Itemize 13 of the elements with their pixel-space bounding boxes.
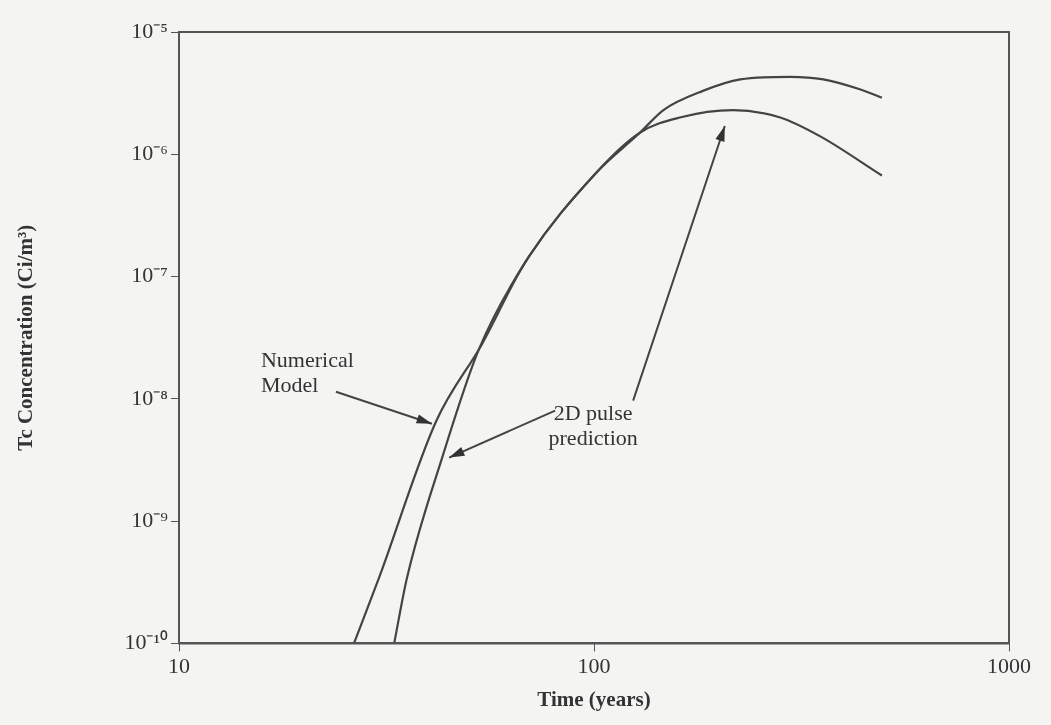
x-tick-label: 1000 [987,653,1031,679]
y-tick-label: 10⁻⁹ [131,506,169,532]
y-tick-label: 10⁻¹⁰ [124,629,168,655]
x-tick-label: 100 [577,653,611,679]
x-axis-title: Time (years) [537,686,651,711]
y-tick-label: 10⁻⁶ [131,140,168,166]
y-tick-label: 10⁻⁸ [131,384,168,410]
x-tick-label: 10 [168,653,190,679]
y-tick-label: 10⁻⁷ [131,262,168,288]
y-tick-label: 10⁻⁵ [131,17,168,43]
y-axis-title: Tc Concentration (Ci/m³) [13,224,38,451]
annotation: 2D pulse prediction [548,400,638,451]
annotation: Numerical Model [260,347,354,398]
